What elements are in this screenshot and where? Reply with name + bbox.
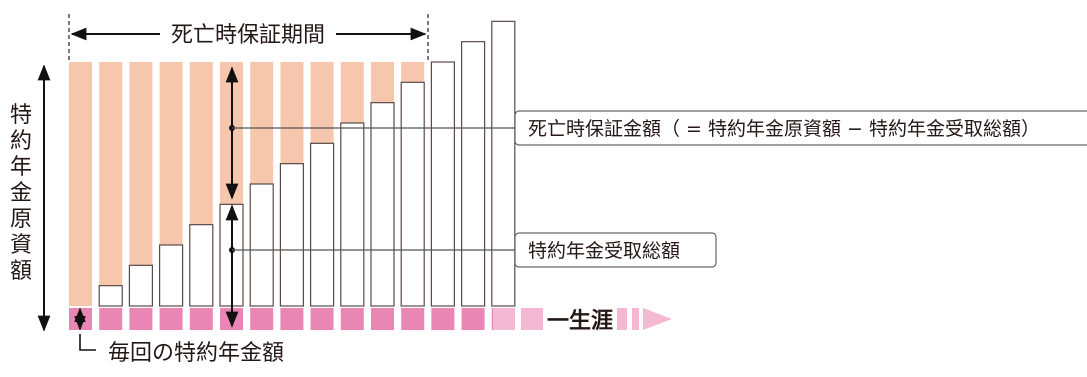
lifetime-arrowhead [643, 308, 672, 330]
received-callout-box [514, 232, 717, 268]
annual-payment-block [371, 308, 394, 330]
bottom-label: 毎回の特約年金額 [108, 341, 284, 366]
received-total-bar [98, 285, 123, 307]
bottom-label-leader [79, 334, 96, 351]
guarantee-callout-text: 死亡時保証金額（ = 特約年金原資額 − 特約年金受取総額） [528, 118, 1040, 140]
lifetime-label: 一生涯 [547, 309, 613, 334]
received-total-bar [430, 61, 455, 307]
received-total-bar [249, 183, 274, 307]
received-total-bar [279, 163, 304, 307]
bar-group [69, 20, 516, 307]
guarantee-fill-bar [129, 62, 153, 306]
top-span-label: 死亡時保証期間 [171, 23, 325, 48]
annual-payment-block [129, 308, 153, 330]
vertical-label: 特約年金原資額 [10, 103, 32, 284]
received-total-bar [310, 142, 335, 307]
received-total-bar [461, 41, 486, 307]
annual-payment-block [401, 308, 425, 330]
guarantee-fill-bar [69, 62, 92, 306]
annual-payment-block-faded [617, 308, 627, 330]
received-callout-text: 特約年金受取総額 [528, 240, 680, 262]
annual-payment-block [280, 308, 304, 330]
received-total-bar [491, 20, 516, 307]
annual-payment-block-faded [521, 308, 543, 330]
annual-payment-block [310, 308, 334, 330]
annual-payment-block [99, 308, 123, 330]
annual-payment-block [340, 308, 364, 330]
annual-payment-block [189, 308, 213, 330]
received-total-bar [370, 102, 395, 307]
received-total-bar [340, 122, 365, 307]
annual-payment-block [431, 308, 455, 330]
guarantee-callout-box [514, 110, 1087, 146]
received-total-bar [128, 264, 153, 307]
annual-payment-block-faded [493, 308, 515, 330]
annual-payment-block [250, 308, 274, 330]
received-total-bar [400, 81, 425, 307]
received-total-bar [189, 224, 214, 307]
received-total-bar [159, 244, 184, 307]
annual-payment-block [159, 308, 183, 330]
annual-payment-block [461, 308, 485, 330]
guarantee-fill-bar [99, 62, 123, 306]
annual-payment-block-faded [632, 308, 639, 330]
